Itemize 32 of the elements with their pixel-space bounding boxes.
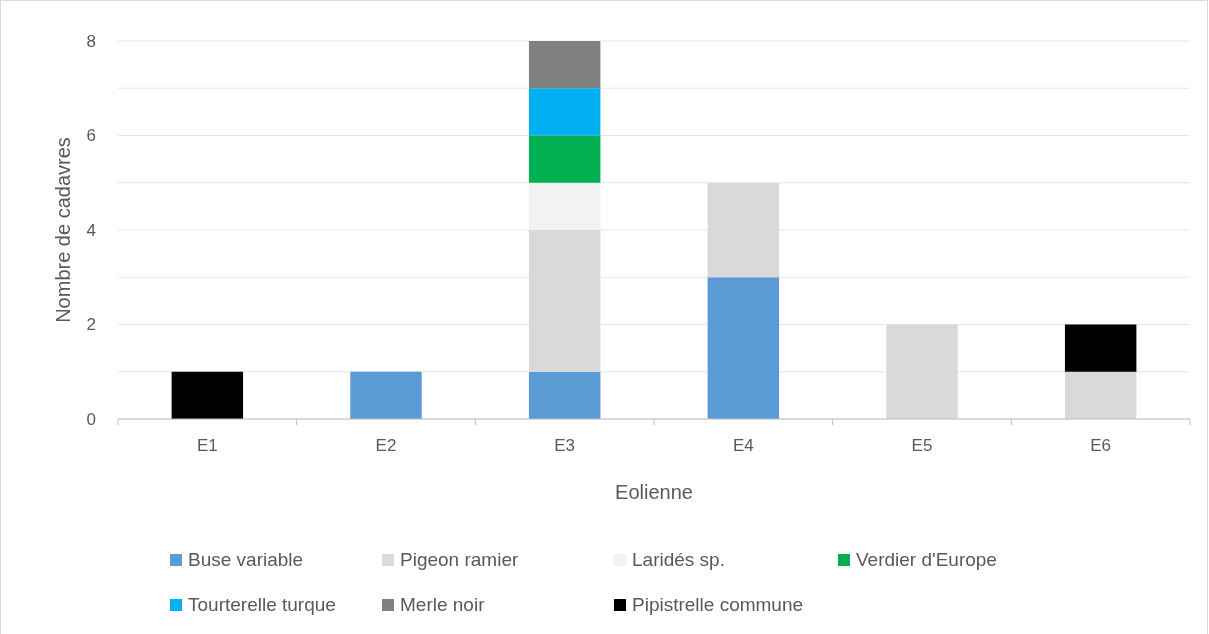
y-tick-label: 4: [86, 220, 96, 240]
y-tick-label: 0: [86, 409, 96, 429]
bar: [528, 230, 601, 372]
x-tick-label: E5: [911, 436, 933, 455]
bar: [1064, 324, 1137, 372]
bar: [1064, 371, 1137, 419]
x-tick-label: E1: [196, 436, 218, 455]
bar: [528, 88, 601, 136]
x-tick-label: E3: [554, 436, 576, 455]
legend-label: Pigeon ramier: [400, 549, 519, 570]
x-tick-label: E6: [1090, 436, 1112, 455]
x-tick-label: E2: [375, 436, 397, 455]
bar: [171, 371, 244, 419]
legend-label: Laridés sp.: [632, 549, 725, 570]
bar: [707, 277, 780, 419]
y-axis-title: Nombre de cadavres: [52, 137, 74, 323]
x-axis-title: Eolienne: [615, 481, 693, 503]
legend-label: Merle noir: [400, 594, 486, 615]
y-tick-label: 2: [86, 315, 96, 335]
legend-label: Pipistrelle commune: [632, 594, 804, 615]
y-tick-label: 8: [86, 31, 96, 51]
legend-label: Verdier d'Europe: [856, 549, 997, 570]
bar: [528, 41, 601, 89]
bar: [528, 135, 601, 183]
bar: [350, 371, 422, 419]
bar: [528, 371, 601, 419]
legend-label: Tourterelle turque: [188, 594, 336, 615]
x-tick-label: E4: [732, 436, 754, 455]
bar: [707, 182, 780, 278]
bar: [886, 324, 958, 419]
legend-label: Buse variable: [188, 549, 304, 570]
y-tick-label: 6: [86, 126, 96, 146]
